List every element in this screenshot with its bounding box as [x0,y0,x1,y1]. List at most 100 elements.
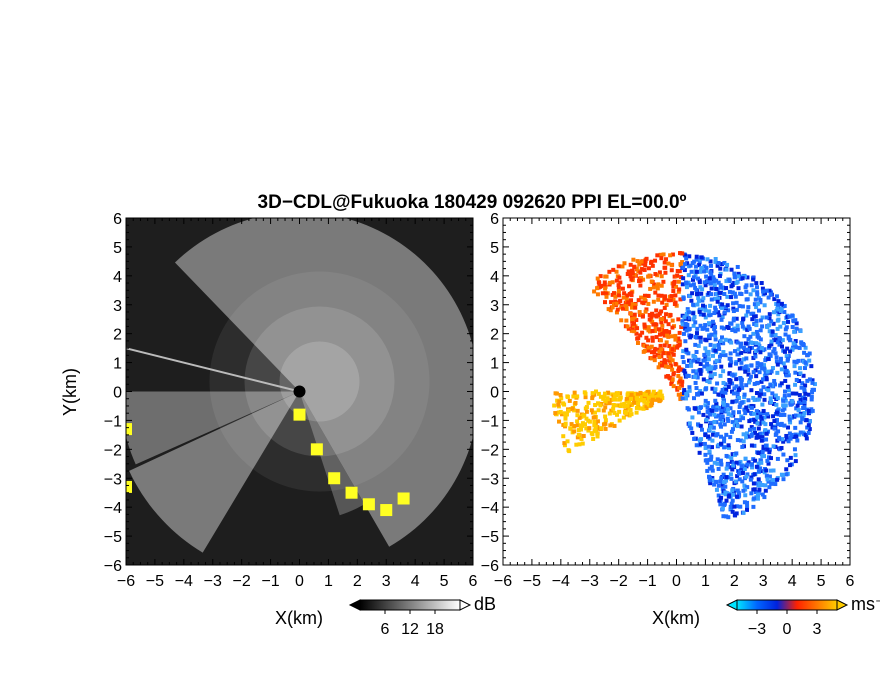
velocity-cell [756,397,761,402]
velocity-cell [722,422,727,427]
velocity-cell [797,393,802,398]
velocity-cell [784,354,789,359]
velocity-cell [668,363,673,368]
velocity-cell [720,305,725,310]
velocity-cell [684,347,689,352]
velocity-cell [734,280,739,285]
velocity-cell [788,420,793,425]
velocity-cell [767,288,772,293]
velocity-x-tick-label: −2 [610,573,628,590]
velocity-cell [761,385,766,390]
velocity-cell [792,447,797,452]
velocity-cell [735,438,740,443]
velocity-cell [611,402,616,407]
velocity-cell [622,404,627,409]
velocity-cell [719,364,724,369]
velocity-cell [662,296,667,301]
velocity-cell [677,269,682,274]
velocity-cell [754,285,759,290]
velocity-cell [782,393,787,398]
velocity-cell [720,482,725,487]
velocity-cell [726,412,731,417]
velocity-cell [811,387,816,392]
velocity-cell [791,341,796,346]
velocity-cell [745,309,750,314]
velocity-cell [751,331,756,336]
velocity-cell [703,398,708,403]
power-colorbar-tick-label: 18 [426,621,444,638]
velocity-cell [729,501,734,506]
velocity-cell [638,283,643,288]
velocity-cell [795,403,800,408]
velocity-cell [718,458,723,463]
velocity-cell [756,477,761,482]
velocity-cell [710,319,715,324]
velocity-cell [646,395,651,400]
velocity-cell [685,406,690,411]
velocity-cell [785,314,790,319]
velocity-cell [776,302,781,307]
velocity-cell [560,412,565,417]
velocity-cell [718,271,723,276]
velocity-cell [730,427,735,432]
velocity-cell [604,274,609,279]
velocity-cell [708,270,713,275]
velocity-cell [634,266,639,271]
velocity-cell [660,323,665,328]
velocity-y-tick-label: −5 [481,529,499,546]
velocity-y-tick-label: −2 [481,442,499,459]
power-highlight-patch [345,486,358,499]
velocity-cell [723,490,728,495]
velocity-cell [692,436,697,441]
velocity-cell [719,495,724,500]
velocity-cell [727,493,732,498]
velocity-cell [787,393,792,398]
velocity-cell [807,358,812,363]
power-core-glow [279,341,360,422]
velocity-cell [726,407,731,412]
velocity-cell [630,268,635,273]
velocity-cell [627,284,632,289]
velocity-cell [688,283,693,288]
velocity-cell [708,420,713,425]
velocity-cell [729,267,734,272]
velocity-cell [663,270,668,275]
velocity-x-tick-label: 3 [759,573,768,590]
velocity-cell [682,388,687,393]
velocity-cell [683,371,688,376]
velocity-cell [624,399,629,404]
velocity-cell [669,334,674,339]
velocity-cell [715,461,720,466]
velocity-cell [731,318,736,323]
velocity-cell [607,411,612,416]
velocity-cell [716,442,721,447]
velocity-cell [642,297,647,302]
velocity-cell [793,453,798,458]
velocity-cell [658,252,663,257]
velocity-cell [745,472,750,477]
velocity-cell [671,281,676,286]
velocity-cell [693,355,698,360]
velocity-cell [793,413,798,418]
velocity-cell [762,366,767,371]
velocity-cell [734,494,739,499]
velocity-cell [719,325,724,330]
velocity-cell [696,392,701,397]
velocity-cell [713,398,718,403]
velocity-cell [705,409,710,414]
velocity-cell [717,354,722,359]
velocity-cell [739,424,744,429]
velocity-cell [693,369,698,374]
velocity-cell [712,326,717,331]
velocity-cell [671,297,676,302]
velocity-cell [728,406,733,411]
velocity-cell [626,269,631,274]
velocity-cell [724,279,729,284]
velocity-cell [660,396,665,401]
velocity-cell [642,324,647,329]
velocity-cell [683,396,688,401]
velocity-cell [754,349,759,354]
velocity-cell [764,431,769,436]
velocity-cell [724,387,729,392]
